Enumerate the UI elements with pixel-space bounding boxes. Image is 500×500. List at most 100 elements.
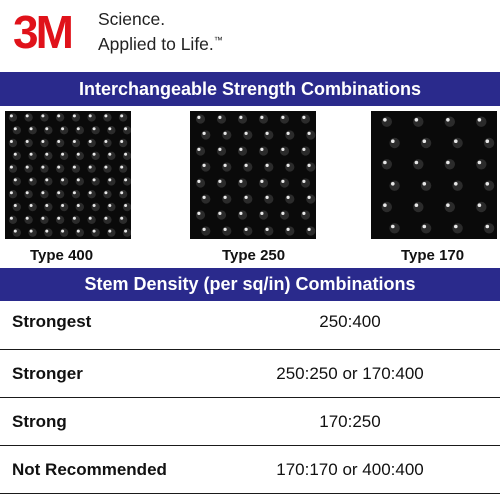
stem-highlight xyxy=(104,140,108,143)
stem-highlight xyxy=(41,140,45,143)
row-label: Strong xyxy=(12,412,67,431)
stem-head xyxy=(8,215,18,224)
stem-highlight xyxy=(92,152,96,156)
stem-highlight xyxy=(45,178,49,182)
stem-highlight xyxy=(108,178,112,182)
stem-head xyxy=(71,190,81,199)
stem-head xyxy=(483,137,495,149)
stem-head xyxy=(216,114,227,124)
stem-head xyxy=(279,114,290,124)
stem-highlight xyxy=(124,229,128,233)
stem-head xyxy=(222,226,232,236)
stem-highlight xyxy=(72,191,76,195)
stem-highlight xyxy=(281,179,285,183)
stem-highlight xyxy=(120,216,124,220)
stem-head xyxy=(476,201,487,213)
stem-highlight xyxy=(57,114,61,118)
stem-head xyxy=(216,210,227,220)
stem-head xyxy=(389,223,400,234)
stem-highlight xyxy=(61,178,65,182)
stem-head xyxy=(420,223,432,234)
stem-head xyxy=(413,116,424,127)
stem-highlight xyxy=(72,216,76,220)
stem-highlight xyxy=(202,163,206,167)
stem-head xyxy=(107,228,116,237)
stem-head xyxy=(75,228,85,237)
stem-highlight xyxy=(197,115,201,119)
stem-head xyxy=(216,178,227,188)
stem-head xyxy=(59,202,69,212)
stem-head xyxy=(71,215,81,224)
stem-density-heading: Stem Density (per sq/in) Combinations xyxy=(0,268,500,301)
stem-highlight xyxy=(41,114,45,118)
stem-head xyxy=(389,180,400,191)
stem-head xyxy=(71,164,81,173)
stem-head xyxy=(28,126,37,135)
stem-head xyxy=(122,202,131,212)
table-row: Not Recommended 170:170 or 400:400 xyxy=(0,446,500,494)
stem-highlight xyxy=(286,195,290,199)
stem-highlight xyxy=(120,114,124,118)
stem-head xyxy=(476,116,487,127)
stem-highlight xyxy=(25,165,29,169)
stem-highlight xyxy=(446,203,450,207)
stem-head xyxy=(476,159,487,170)
stem-head xyxy=(40,138,49,148)
stem-highlight xyxy=(260,211,264,215)
stem-head xyxy=(258,114,269,124)
stem-head xyxy=(122,151,131,160)
stem-highlight xyxy=(477,203,482,207)
stem-head xyxy=(87,113,96,122)
stem-head xyxy=(264,226,274,236)
row-value: 170:170 or 400:400 xyxy=(276,460,424,479)
stem-highlight xyxy=(9,191,13,195)
stem-highlight xyxy=(218,179,222,183)
stem-head xyxy=(107,151,116,160)
row-value: 250:250 or 170:400 xyxy=(276,364,424,383)
stem-highlight xyxy=(76,127,80,131)
stem-head xyxy=(222,130,232,140)
stem-highlight xyxy=(29,127,33,131)
stem-highlight xyxy=(265,227,269,231)
stem-head xyxy=(201,130,211,140)
stem-head xyxy=(40,215,49,224)
stem-head xyxy=(75,151,85,160)
stem-head xyxy=(28,202,37,212)
stem-highlight xyxy=(120,165,124,169)
stem-head xyxy=(59,228,69,237)
stem-head xyxy=(483,223,495,234)
stem-head xyxy=(107,202,116,212)
stem-highlight xyxy=(57,140,61,143)
stem-highlight xyxy=(88,140,92,143)
stem-highlight xyxy=(88,191,92,195)
stem-highlight xyxy=(485,139,490,143)
stem-head xyxy=(264,194,274,204)
stem-head xyxy=(103,164,112,173)
stem-head xyxy=(201,162,211,172)
stem-head xyxy=(12,177,21,186)
stem-highlight xyxy=(485,224,490,229)
stem-head xyxy=(306,162,316,172)
stem-highlight xyxy=(124,152,128,156)
stem-highlight xyxy=(29,178,33,182)
stem-highlight xyxy=(244,195,248,199)
type-170-photo xyxy=(371,111,497,239)
stem-head xyxy=(103,190,112,199)
stem-highlight xyxy=(307,131,311,135)
stem-head xyxy=(279,210,290,220)
stem-head xyxy=(24,190,33,199)
stem-highlight xyxy=(414,118,419,122)
stem-highlight xyxy=(223,131,227,135)
stem-highlight xyxy=(41,191,45,195)
stem-highlight xyxy=(383,160,387,165)
stem-head xyxy=(12,228,21,237)
stem-head xyxy=(44,228,53,237)
stem-head xyxy=(452,137,463,149)
stem-highlight xyxy=(45,204,49,207)
stem-head xyxy=(71,138,81,148)
stem-highlight xyxy=(286,163,290,167)
stem-head xyxy=(452,180,463,191)
stem-head xyxy=(444,201,455,213)
stem-head xyxy=(122,228,131,237)
stem-highlight xyxy=(239,211,243,215)
